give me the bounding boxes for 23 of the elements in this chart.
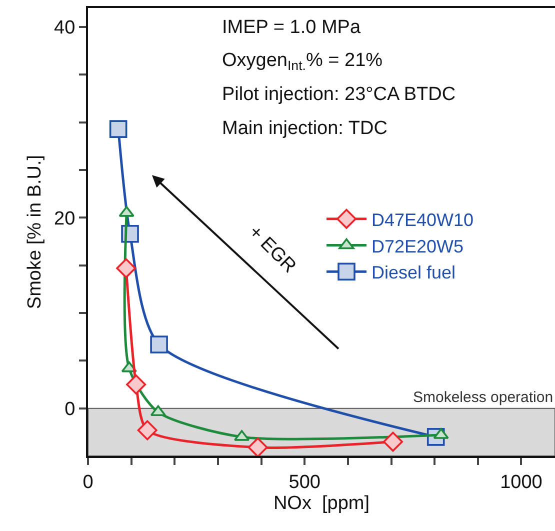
x-tick-label: 0 (82, 472, 94, 493)
y-tick-label: 20 (54, 208, 76, 230)
legend-label: Diesel fuel (372, 262, 456, 283)
point (382, 432, 403, 452)
annotation: Pilot injection: 23°CA BTDC (222, 84, 456, 105)
annotation: Oxygen$_{Int.}$% = 21% (222, 50, 383, 73)
point (116, 258, 136, 278)
y-axis-title: Smoke [% in B.U.] (24, 154, 46, 310)
x-tick-label: 500 (288, 472, 320, 493)
point (126, 374, 146, 395)
point (150, 336, 168, 354)
x-axis-title: NOx [ppm] (273, 493, 370, 514)
point (137, 420, 158, 440)
point (248, 437, 268, 458)
x-tick-label: 1000 (500, 472, 542, 493)
band-label: Smokeless operation (413, 389, 554, 406)
annotation: IMEP = 1.0 MPa (222, 17, 361, 38)
legend-label: D72E20W5 (372, 236, 464, 256)
y-tick-label: 40 (54, 18, 76, 39)
y-tick-label: 0 (64, 398, 76, 420)
annotation: Main injection: TDC (222, 118, 388, 139)
point (109, 120, 128, 138)
legend-label: D47E40W10 (372, 210, 474, 230)
